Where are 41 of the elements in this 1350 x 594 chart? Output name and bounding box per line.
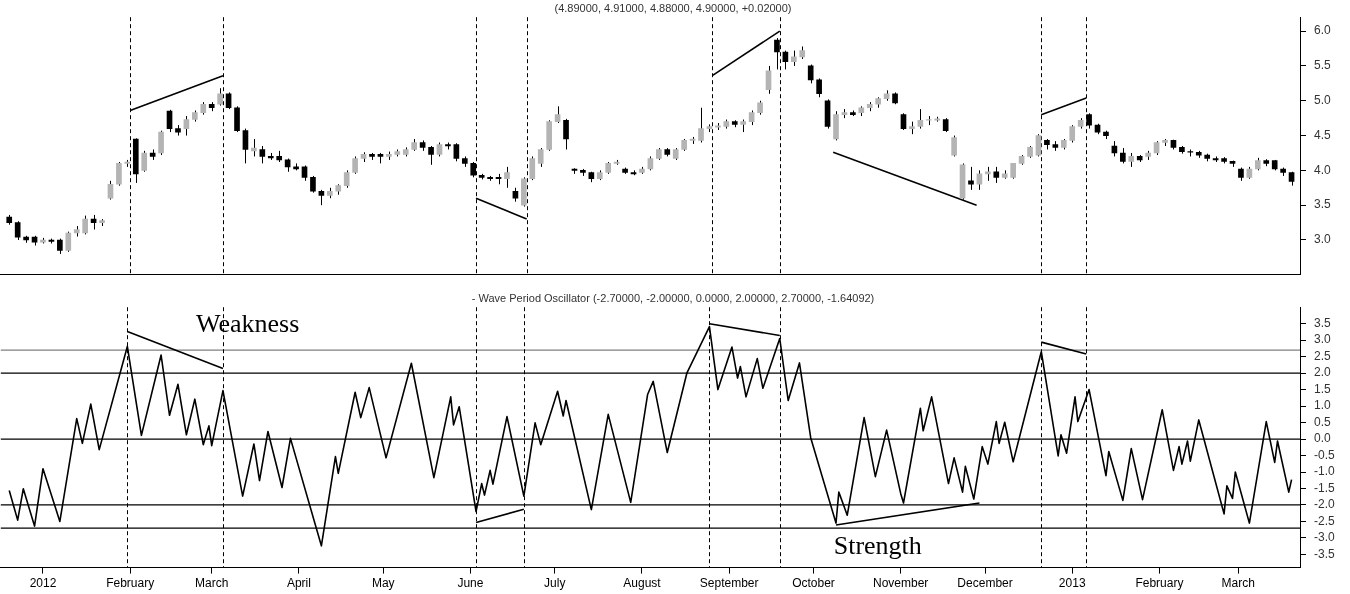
y-tick-label: 2.0 xyxy=(1314,365,1332,380)
y-tick-label: 4.0 xyxy=(1314,162,1332,177)
x-tick-label: July xyxy=(544,576,566,591)
x-tick-label: May xyxy=(371,576,395,591)
y-tick-label: 1.0 xyxy=(1314,398,1332,413)
y-tick-label: 3.5 xyxy=(1314,197,1332,212)
y-tick-label: 0.0 xyxy=(1314,431,1332,446)
y-tick-label: 5.0 xyxy=(1314,93,1332,108)
x-tick-label: February xyxy=(106,576,155,591)
x-tick-label: June xyxy=(457,576,484,591)
x-tick-label: March xyxy=(195,576,229,591)
y-tick-label: 4.5 xyxy=(1314,127,1332,142)
y-tick-label: 1.5 xyxy=(1314,381,1332,396)
y-tick-label: -3.0 xyxy=(1314,530,1335,545)
y-tick-label: 3.0 xyxy=(1314,232,1332,247)
x-tick-label: April xyxy=(286,576,311,591)
y-tick-label: 3.5 xyxy=(1314,315,1332,330)
x-tick-label: August xyxy=(623,576,662,591)
x-tick-label: 2013 xyxy=(1058,576,1086,591)
chart-title: - Wave Period Oscillator (-2.70000, -2.00000, 0.0000, 2.00000, 2.70000, -1.64092) xyxy=(471,291,875,304)
x-tick-label: November xyxy=(873,576,929,591)
y-tick-label: -1.0 xyxy=(1314,464,1335,479)
x-tick-label: September xyxy=(699,576,759,591)
y-tick-label: 0.5 xyxy=(1314,414,1332,429)
y-tick-label: 5.5 xyxy=(1314,58,1332,73)
y-tick-label: -1.5 xyxy=(1314,480,1335,495)
y-tick-label: -2.5 xyxy=(1314,513,1335,528)
y-tick-label: 2.5 xyxy=(1314,348,1332,363)
y-tick-label: -3.5 xyxy=(1314,546,1335,561)
annotation: Strength xyxy=(833,530,922,560)
y-tick-label: -2.0 xyxy=(1314,497,1335,512)
annotation: Weakness xyxy=(195,309,300,339)
x-tick-label: February xyxy=(1135,576,1184,591)
chart-title: (4.89000, 4.91000, 4.88000, 4.90000, +0.02000) xyxy=(554,1,792,14)
y-tick-label: 3.0 xyxy=(1314,332,1332,347)
x-tick-label: March xyxy=(1221,576,1255,591)
y-tick-label: 6.0 xyxy=(1314,23,1332,38)
y-tick-label: -0.5 xyxy=(1314,447,1335,462)
x-tick-label: October xyxy=(792,576,835,591)
x-tick-label: December xyxy=(957,576,1013,591)
x-tick-label: 2012 xyxy=(29,576,57,591)
